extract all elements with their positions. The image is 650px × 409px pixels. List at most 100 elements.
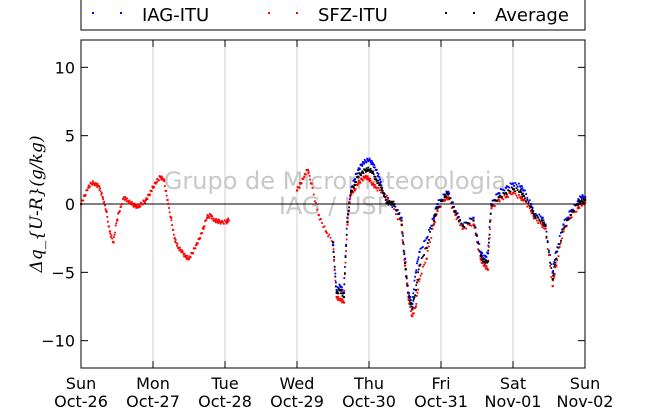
point: [348, 198, 351, 201]
point: [384, 199, 387, 201]
point: [414, 289, 417, 292]
point: [574, 210, 577, 213]
point: [306, 169, 308, 172]
point: [332, 241, 335, 244]
point: [408, 297, 411, 300]
point: [521, 185, 523, 187]
point: [387, 203, 390, 206]
point: [453, 210, 455, 213]
point: [373, 186, 376, 189]
point: [347, 213, 349, 216]
point: [548, 251, 550, 254]
point: [365, 170, 367, 173]
point: [338, 289, 341, 292]
point: [541, 219, 544, 222]
point: [569, 213, 572, 217]
point: [383, 195, 385, 197]
x-tick-label-day: Mon: [136, 374, 170, 393]
point: [557, 243, 560, 245]
point: [426, 235, 429, 238]
point: [373, 175, 376, 178]
point: [316, 208, 319, 211]
point: [100, 193, 103, 196]
point: [89, 185, 91, 188]
point: [342, 295, 345, 299]
point: [123, 198, 126, 201]
point: [435, 207, 438, 210]
point: [528, 199, 531, 202]
point: [404, 261, 407, 264]
point: [581, 194, 584, 196]
point: [570, 210, 573, 213]
point: [415, 284, 418, 287]
point: [545, 230, 548, 233]
point: [415, 269, 418, 272]
y-tick-label: 0: [65, 195, 75, 214]
point: [402, 241, 404, 244]
point: [558, 246, 561, 248]
point: [546, 248, 549, 250]
point: [467, 222, 469, 224]
point: [344, 261, 347, 264]
point: [141, 203, 144, 206]
point: [83, 194, 85, 197]
point: [210, 217, 213, 220]
point: [516, 189, 519, 191]
point: [498, 200, 501, 203]
x-tick-label-day: Fri: [431, 374, 450, 393]
point: [86, 189, 89, 192]
point: [400, 216, 403, 219]
point: [476, 235, 478, 237]
point: [353, 189, 356, 192]
point: [525, 202, 527, 205]
point: [187, 258, 190, 261]
point: [333, 256, 335, 258]
point: [488, 237, 491, 239]
point: [407, 291, 409, 294]
x-tick-label-date: Oct-29: [270, 392, 324, 409]
point: [534, 217, 537, 220]
point: [372, 173, 375, 175]
point: [395, 213, 397, 216]
point: [561, 228, 563, 231]
x-tick-label-day: Sat: [500, 374, 526, 393]
point: [558, 243, 561, 246]
point: [322, 226, 325, 229]
point: [577, 203, 580, 206]
point: [434, 221, 436, 223]
point: [482, 260, 484, 263]
point: [387, 197, 389, 200]
point: [526, 196, 529, 199]
point: [516, 196, 519, 199]
point: [201, 227, 204, 229]
point: [134, 205, 137, 208]
point: [441, 199, 443, 202]
point: [348, 201, 351, 203]
point: [428, 228, 430, 231]
point: [470, 224, 473, 227]
point: [553, 275, 556, 278]
point: [341, 298, 344, 301]
point: [362, 162, 365, 164]
point: [227, 219, 230, 222]
x-tick-label-date: Oct-26: [54, 392, 108, 409]
point: [518, 190, 520, 193]
point: [539, 222, 542, 225]
point: [309, 178, 311, 181]
point: [215, 221, 217, 224]
point: [513, 185, 515, 187]
point: [572, 210, 574, 213]
point: [214, 219, 217, 222]
point: [345, 238, 348, 241]
point: [116, 219, 119, 222]
point: [542, 219, 545, 222]
point: [417, 258, 419, 261]
point: [432, 216, 435, 219]
point: [330, 240, 333, 242]
point: [554, 259, 556, 261]
point: [172, 228, 175, 231]
point: [472, 219, 475, 222]
point: [543, 227, 545, 230]
point: [362, 175, 365, 178]
point: [501, 197, 503, 200]
